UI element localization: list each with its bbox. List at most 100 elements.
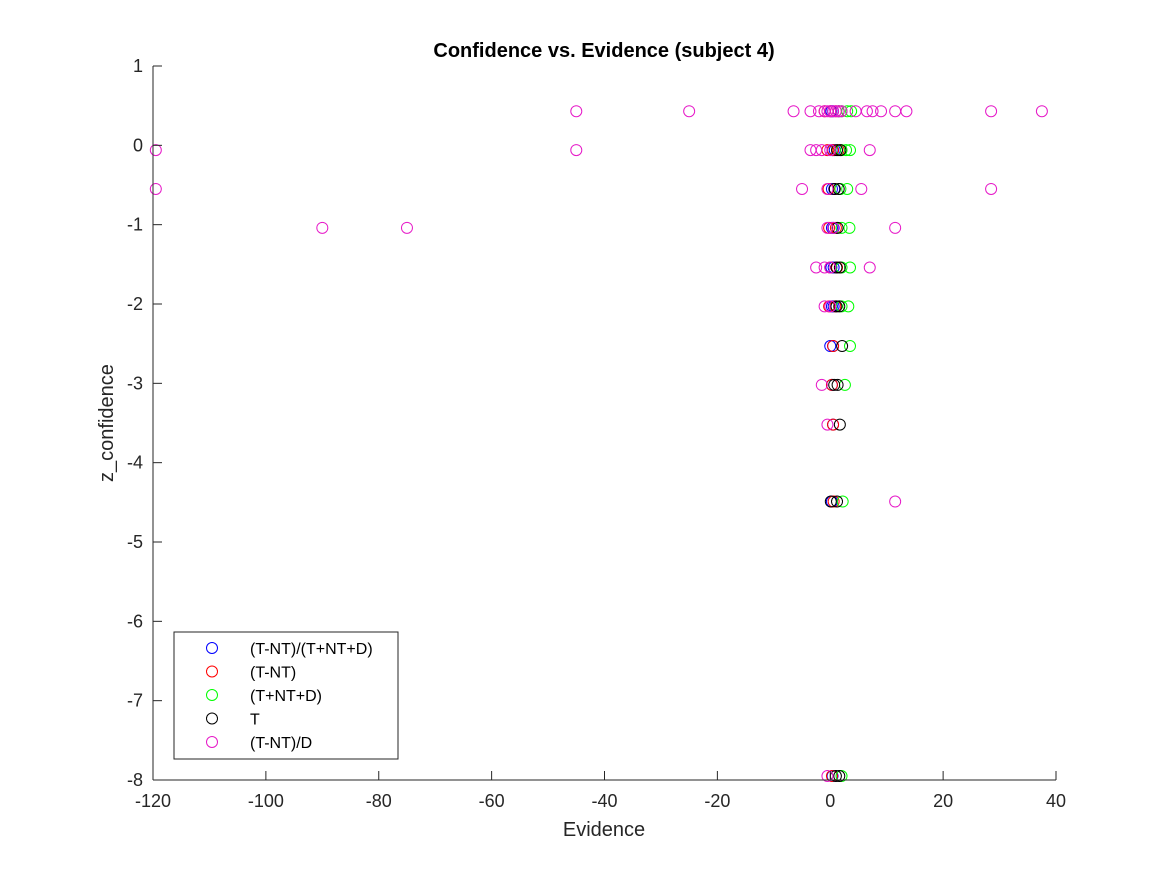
x-tick-label: 20 xyxy=(933,791,953,811)
y-tick-label: -2 xyxy=(127,294,143,314)
data-point xyxy=(831,221,844,234)
legend-marker xyxy=(206,736,218,748)
data-point xyxy=(149,144,162,157)
data-point xyxy=(815,378,828,391)
data-point xyxy=(787,105,800,118)
data-point xyxy=(842,300,855,313)
y-tick-label: -8 xyxy=(127,770,143,790)
legend-marker xyxy=(206,712,218,725)
data-point xyxy=(830,261,843,274)
series-0 xyxy=(824,105,841,783)
data-point xyxy=(840,144,853,157)
data-point xyxy=(831,495,844,508)
data-point xyxy=(827,221,840,234)
y-tick-label: -1 xyxy=(127,215,143,235)
legend-label: (T+NT+D) xyxy=(250,688,322,705)
data-point xyxy=(829,105,842,118)
x-ticks: -120 -100 -80 -60 -40 -20 0 20 40 xyxy=(135,771,1066,811)
series-4 xyxy=(149,105,1048,783)
data-point xyxy=(985,182,998,195)
data-point xyxy=(889,105,902,118)
data-point xyxy=(875,105,888,118)
series-1 xyxy=(818,105,845,783)
data-point xyxy=(824,300,837,313)
x-tick-label: -100 xyxy=(248,791,284,811)
data-point xyxy=(900,105,913,118)
legend-label: (T-NT) xyxy=(250,665,296,682)
legend-marker xyxy=(206,665,218,678)
data-point xyxy=(815,144,828,157)
data-point xyxy=(810,261,823,274)
legend-marker xyxy=(206,689,218,701)
data-point xyxy=(832,105,845,118)
y-ticks: -8 -7 -6 -5 -4 -3 -2 -1 0 1 xyxy=(127,56,162,790)
series-2 xyxy=(834,105,858,783)
data-point xyxy=(821,770,834,783)
data-point xyxy=(824,340,837,353)
data-point xyxy=(831,378,844,391)
x-tick-label: -20 xyxy=(704,791,730,811)
series-3 xyxy=(824,105,849,783)
data-point xyxy=(821,221,834,234)
data-point xyxy=(827,105,840,118)
data-point xyxy=(860,105,873,118)
data-point xyxy=(316,221,329,234)
y-tick-label: -3 xyxy=(127,373,143,393)
data-point xyxy=(827,340,840,353)
points-layer xyxy=(149,105,1048,783)
data-point xyxy=(818,261,831,274)
y-tick-label: -4 xyxy=(127,453,143,473)
data-point xyxy=(570,105,583,118)
y-tick-label: 1 xyxy=(133,56,143,76)
data-point xyxy=(828,378,841,391)
data-point xyxy=(834,144,847,157)
data-point xyxy=(827,495,840,508)
data-point xyxy=(889,495,902,508)
y-tick-label: -7 xyxy=(127,691,143,711)
data-point xyxy=(804,105,817,118)
data-point xyxy=(833,418,846,431)
data-point xyxy=(824,144,837,157)
x-tick-label: -60 xyxy=(479,791,505,811)
legend: (T-NT)/(T+NT+D) (T-NT) (T+NT+D) T (T-NT)/D xyxy=(173,631,399,760)
x-tick-label: 40 xyxy=(1046,791,1066,811)
data-point xyxy=(828,182,841,195)
data-point xyxy=(824,261,837,274)
data-point xyxy=(836,340,849,353)
x-tick-label: -120 xyxy=(135,791,171,811)
data-point xyxy=(835,105,848,118)
data-point xyxy=(818,300,831,313)
data-point xyxy=(843,221,856,234)
data-point xyxy=(796,182,809,195)
legend-entries: (T-NT)/(T+NT+D) (T-NT) (T+NT+D) T (T-NT)/D xyxy=(206,641,373,752)
data-point xyxy=(833,300,846,313)
data-point xyxy=(831,144,844,157)
y-tick-label: -5 xyxy=(127,532,143,552)
data-point xyxy=(400,221,413,234)
x-axis-label: Evidence xyxy=(563,819,645,841)
x-tick-label: -40 xyxy=(591,791,617,811)
data-point xyxy=(844,144,857,157)
data-point xyxy=(833,261,846,274)
data-point xyxy=(836,495,849,508)
y-tick-label: 0 xyxy=(133,135,143,155)
data-point xyxy=(863,261,876,274)
legend-marker xyxy=(206,642,218,654)
data-point xyxy=(827,418,840,431)
x-tick-label: -80 xyxy=(366,791,392,811)
data-point xyxy=(821,182,834,195)
data-point xyxy=(827,261,840,274)
legend-label: (T-NT)/D xyxy=(250,735,312,752)
y-tick-label: -6 xyxy=(127,611,143,631)
data-point xyxy=(845,105,858,118)
data-point xyxy=(889,221,902,234)
legend-label: (T-NT)/(T+NT+D) xyxy=(250,641,373,658)
plot-area: -120 -100 -80 -60 -40 -20 0 20 40 -8 -7 -6 -5 -4 -3 -2… xyxy=(127,56,1066,811)
data-point xyxy=(844,261,857,274)
data-point xyxy=(833,770,846,783)
data-point xyxy=(866,105,879,118)
data-point xyxy=(844,340,857,353)
data-point xyxy=(570,144,583,157)
data-point xyxy=(1035,105,1048,118)
data-point xyxy=(835,221,848,234)
